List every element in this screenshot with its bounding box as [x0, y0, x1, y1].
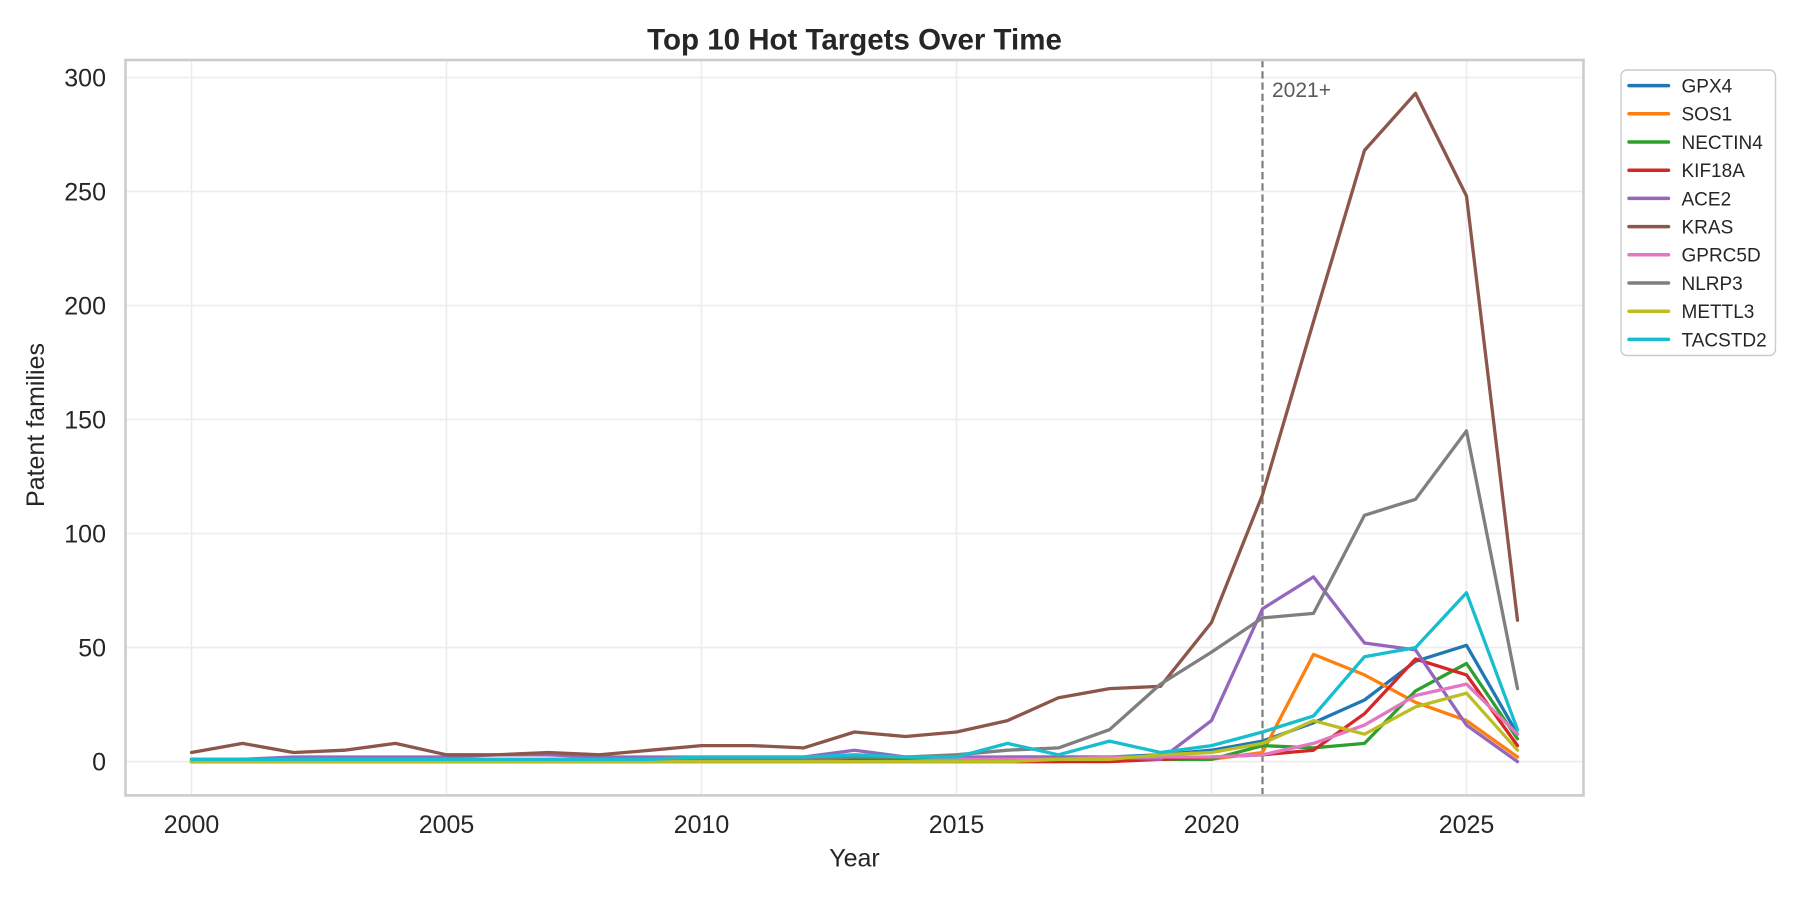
svg-text:2015: 2015	[929, 811, 985, 839]
svg-text:300: 300	[64, 65, 106, 93]
svg-text:GPRC5D: GPRC5D	[1682, 246, 1761, 267]
svg-text:KRAS: KRAS	[1682, 218, 1734, 239]
svg-text:METTL3: METTL3	[1682, 302, 1755, 323]
svg-text:2025: 2025	[1439, 811, 1495, 839]
svg-text:2020: 2020	[1184, 811, 1240, 839]
svg-text:NECTIN4: NECTIN4	[1682, 133, 1764, 154]
svg-text:2005: 2005	[419, 811, 475, 839]
svg-text:Top 10 Hot Targets Over Time: Top 10 Hot Targets Over Time	[647, 24, 1062, 57]
svg-text:2021+: 2021+	[1272, 79, 1331, 102]
svg-text:2000: 2000	[164, 811, 220, 839]
svg-text:250: 250	[64, 179, 106, 207]
svg-text:ACE2: ACE2	[1682, 189, 1732, 210]
svg-text:SOS1: SOS1	[1682, 105, 1733, 126]
svg-text:0: 0	[92, 749, 106, 777]
svg-text:200: 200	[64, 293, 106, 321]
svg-text:2010: 2010	[674, 811, 730, 839]
svg-text:50: 50	[78, 635, 106, 663]
svg-text:100: 100	[64, 521, 106, 549]
svg-text:GPX4: GPX4	[1682, 77, 1733, 98]
svg-text:TACSTD2: TACSTD2	[1682, 330, 1767, 351]
svg-text:Patent families: Patent families	[22, 343, 50, 507]
svg-text:KIF18A: KIF18A	[1682, 161, 1746, 182]
svg-text:150: 150	[64, 407, 106, 435]
svg-text:Year: Year	[829, 845, 880, 873]
svg-text:NLRP3: NLRP3	[1682, 274, 1743, 295]
